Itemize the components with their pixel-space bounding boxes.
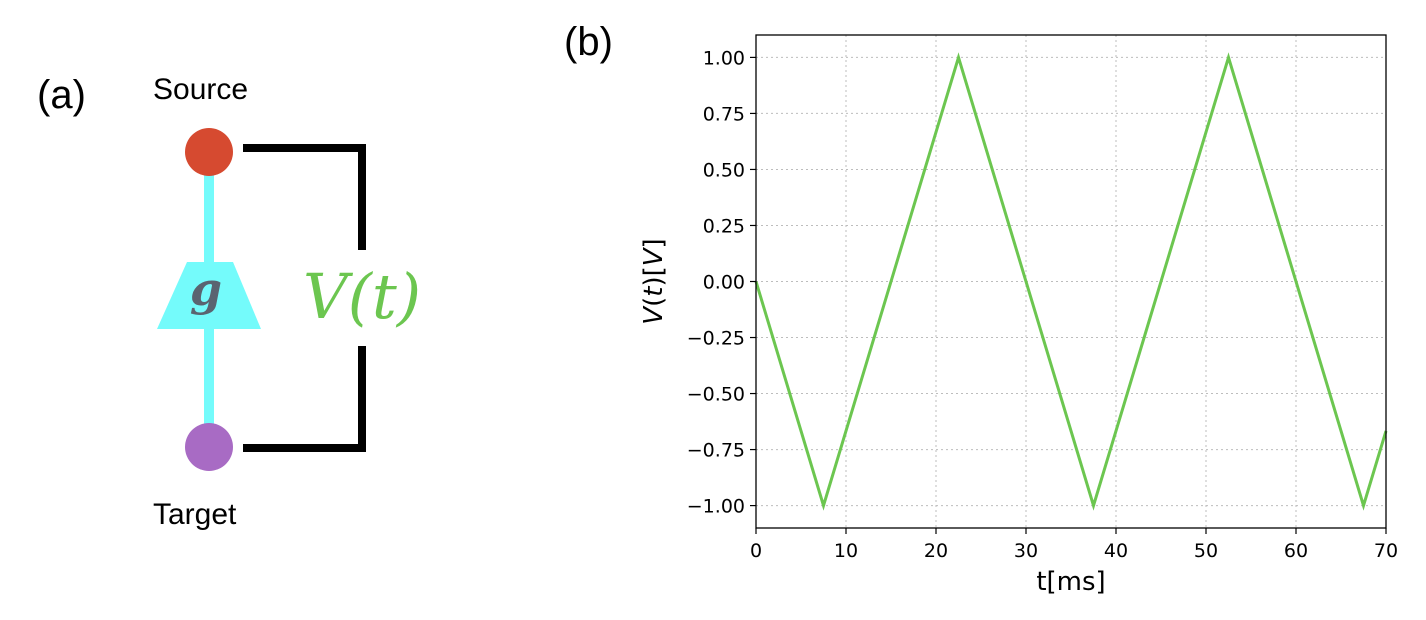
x-tick-label: 30: [1014, 540, 1038, 562]
voltage-bracket-bottom: [243, 346, 366, 452]
x-tick-label: 20: [924, 540, 948, 562]
y-tick-label: 0.25: [703, 215, 745, 237]
x-tick-label: 40: [1104, 540, 1128, 562]
y-tick-label: 0.00: [703, 272, 745, 294]
voltage-bracket-top: [243, 144, 366, 250]
y-tick-label: 0.50: [703, 159, 745, 181]
panel-b: (b) 0 10 20 30 40 50 60 70 1.00 0.75 0.50 0.25 0.00 −…: [564, 20, 1398, 597]
series-line: [754, 52, 1388, 511]
x-tick-label: 10: [834, 540, 858, 562]
y-tick-label: −0.75: [687, 440, 745, 462]
grid: [755, 35, 1387, 528]
x-tick-label: 70: [1374, 540, 1398, 562]
target-node: [185, 423, 233, 471]
y-tick-label: 0.75: [703, 103, 745, 125]
x-axis-label: t[ms]: [1036, 567, 1105, 597]
x-tick-label: 60: [1284, 540, 1308, 562]
source-node: [185, 128, 233, 176]
x-tick-label: 0: [750, 540, 762, 562]
panel-a: (a) Source Target g V(t): [37, 73, 421, 531]
y-tick-label: −0.25: [687, 328, 745, 350]
y-tick-label: −0.50: [687, 384, 745, 406]
y-tick-label: −1.00: [687, 496, 745, 518]
y-axis-label: V(t)[V]: [639, 238, 669, 324]
y-tick-label: 1.00: [703, 47, 745, 69]
x-tick-label: 50: [1194, 540, 1218, 562]
panel-b-label: (b): [564, 20, 613, 64]
gate-symbol: g: [190, 262, 222, 316]
ticks: 0 10 20 30 40 50 60 70 1.00 0.75 0.50 0.25 0.00 −0.25…: [687, 47, 1398, 562]
gate-trapezoid: [157, 262, 261, 329]
target-label: Target: [153, 498, 237, 531]
source-label: Source: [153, 73, 248, 106]
panel-a-label: (a): [37, 73, 86, 117]
series-layer: [754, 52, 1388, 511]
voltage-symbol: V(t): [303, 260, 421, 333]
